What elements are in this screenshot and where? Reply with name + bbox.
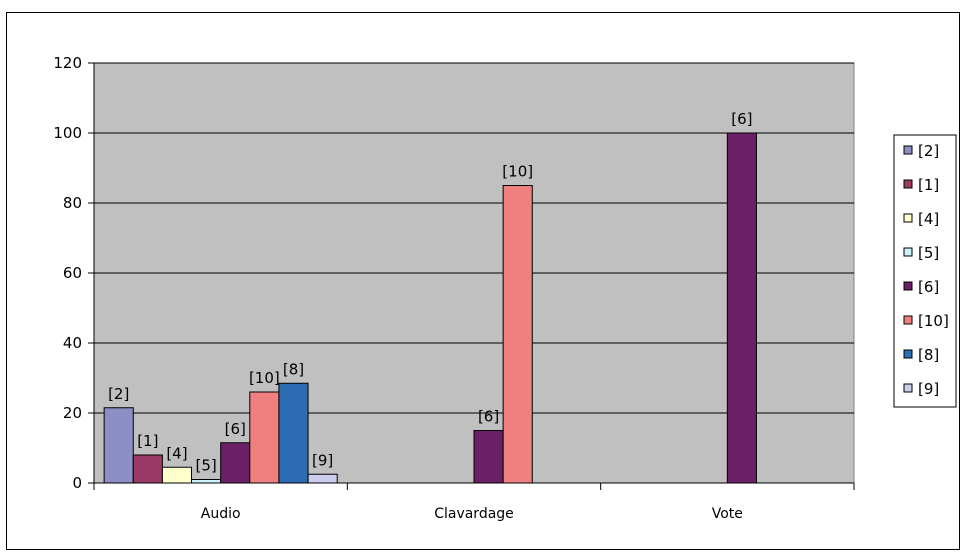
bar <box>249 391 280 484</box>
bar <box>307 473 338 484</box>
legend-swatch <box>903 247 913 257</box>
y-tick-label: 60 <box>63 264 82 282</box>
data-label: [6] <box>225 420 246 438</box>
bar <box>220 442 251 484</box>
legend-swatch <box>903 179 913 189</box>
y-tick-label: 20 <box>63 404 82 422</box>
data-label: [9] <box>312 451 333 469</box>
y-tick-label: 100 <box>53 124 82 142</box>
data-label: [8] <box>283 360 304 378</box>
x-tick-label: Audio <box>201 506 241 522</box>
bar <box>473 430 504 484</box>
legend-swatch <box>903 383 913 393</box>
legend-label: [2] <box>918 142 939 160</box>
x-tick-label: Vote <box>712 506 743 522</box>
chart-frame: 0 20 40 60 80 100 120 Audio Clavardage Vote [2] [1… <box>6 12 960 550</box>
legend-swatch <box>903 349 913 359</box>
data-labels: [2][1][4][5][6][6][6][10][10][8][9] <box>108 110 752 475</box>
y-tick-label: 80 <box>63 194 82 212</box>
legend-label: [1] <box>918 176 939 194</box>
legend-swatch <box>903 281 913 291</box>
legend-swatch <box>903 315 913 325</box>
bar-chart: 0 20 40 60 80 100 120 Audio Clavardage Vote [2] [1… <box>53 54 957 522</box>
data-label: [10] <box>249 369 280 387</box>
legend-swatch <box>903 145 913 155</box>
y-tick-label: 120 <box>53 54 82 72</box>
data-label: [2] <box>108 385 129 403</box>
legend-label: [9] <box>918 380 939 398</box>
data-label: [6] <box>731 110 752 128</box>
bar <box>161 466 193 484</box>
data-label: [6] <box>478 408 499 426</box>
bars <box>103 132 757 484</box>
bar <box>502 185 533 484</box>
legend: [2] [1] [4] [5] [6] [10] [8] [9] <box>903 142 949 398</box>
bar <box>103 407 134 484</box>
bar <box>278 382 309 484</box>
data-label: [5] <box>195 457 216 475</box>
legend-label: [8] <box>918 346 939 364</box>
bar <box>726 132 757 484</box>
data-label: [10] <box>502 163 533 181</box>
legend-label: [5] <box>918 244 939 262</box>
y-tick-label: 40 <box>63 334 82 352</box>
legend-label: [4] <box>918 210 939 228</box>
x-tick-label: Clavardage <box>434 506 514 522</box>
legend-label: [6] <box>918 278 939 296</box>
bar <box>132 454 163 484</box>
y-tick-label: 0 <box>72 474 82 492</box>
data-label: [4] <box>166 444 187 462</box>
legend-label: [10] <box>918 312 949 330</box>
data-label: [1] <box>137 432 158 450</box>
bar <box>191 479 222 484</box>
legend-swatch <box>903 213 913 223</box>
